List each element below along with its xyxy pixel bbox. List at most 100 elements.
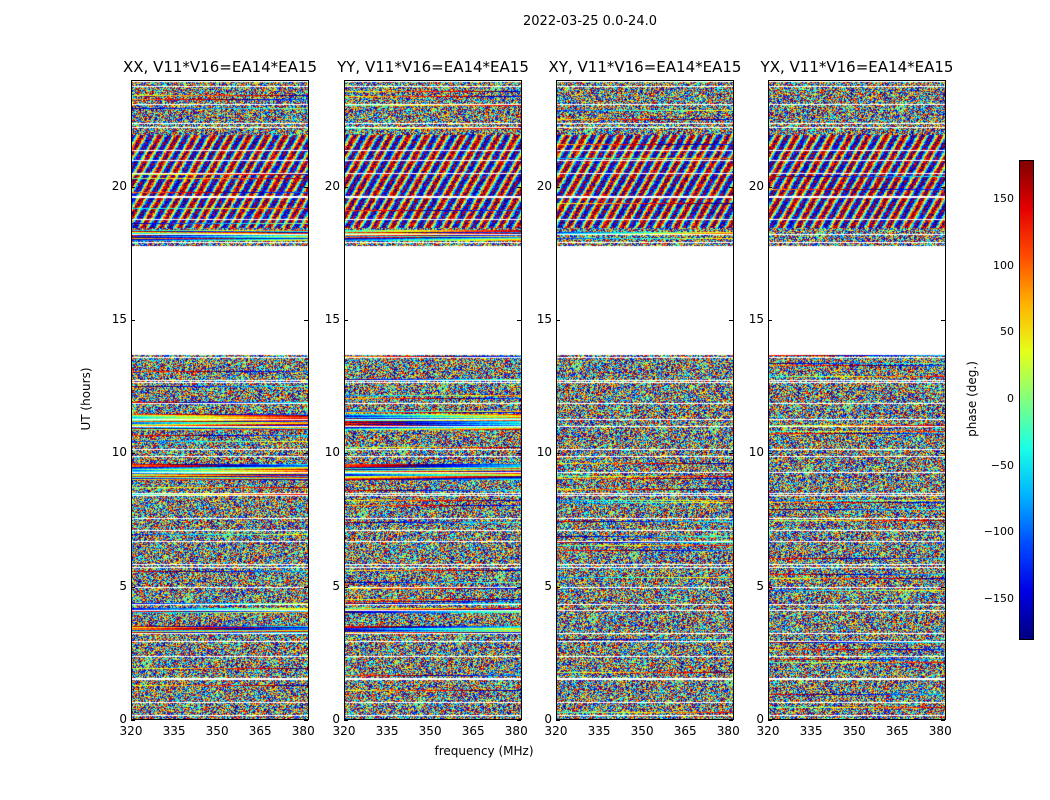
xtick-label: 335 <box>162 724 186 738</box>
ytick-mark <box>729 186 733 188</box>
ytick-mark <box>941 320 945 321</box>
ytick-label: 5 <box>544 578 552 593</box>
ytick-mark <box>517 320 521 321</box>
xtick-label: 350 <box>205 724 229 738</box>
xtick-label: 380 <box>928 724 952 738</box>
figure-title: 2022-03-25 0.0-24.0 <box>523 14 657 29</box>
ytick-mark <box>729 453 733 455</box>
heatmap-yy <box>345 81 521 719</box>
ytick-label: 10 <box>748 445 764 460</box>
panel-xx <box>131 80 309 720</box>
xtick-label: 320 <box>332 724 356 738</box>
xtick-label: 320 <box>756 724 780 738</box>
xtick-label: 350 <box>842 724 866 738</box>
xtick-label: 380 <box>291 724 315 738</box>
ytick-label: 5 <box>332 578 340 593</box>
ytick-mark <box>941 453 945 455</box>
colorbar-tick-label: 150 <box>993 192 1014 205</box>
ytick-label: 5 <box>119 578 127 593</box>
ytick-mark <box>941 720 945 721</box>
xtick-label: 365 <box>673 724 697 738</box>
ytick-mark <box>729 720 733 721</box>
ytick-mark <box>517 586 521 588</box>
ytick-label: 10 <box>536 445 552 460</box>
xtick-label: 335 <box>587 724 611 738</box>
xtick-label: 335 <box>799 724 823 738</box>
ytick-mark <box>304 186 308 188</box>
ytick-mark <box>344 586 348 588</box>
ytick-mark <box>344 720 348 721</box>
ytick-label: 15 <box>111 312 127 326</box>
xtick-label: 350 <box>418 724 442 738</box>
ytick-label: 15 <box>748 312 764 326</box>
panel-title-yx: YX, V11*V16=EA14*EA15 <box>760 58 954 76</box>
ytick-mark <box>131 320 135 321</box>
panel-yy <box>344 80 522 720</box>
ytick-label: 15 <box>536 312 552 326</box>
ytick-mark <box>344 453 348 455</box>
ytick-mark <box>768 586 772 588</box>
xtick-label: 320 <box>544 724 568 738</box>
ytick-mark <box>304 720 308 721</box>
xtick-label: 380 <box>504 724 528 738</box>
ytick-label: 20 <box>536 178 552 193</box>
ytick-label: 15 <box>324 312 340 326</box>
xtick-label: 365 <box>885 724 909 738</box>
ytick-label: 10 <box>111 445 127 460</box>
ytick-mark <box>344 186 348 188</box>
colorbar-tick-label: −150 <box>983 592 1014 605</box>
heatmap-xx <box>132 81 308 719</box>
ytick-mark <box>729 586 733 588</box>
ytick-mark <box>941 586 945 588</box>
ytick-label: 20 <box>748 178 764 193</box>
ytick-mark <box>556 320 560 321</box>
panel-yx <box>768 80 946 720</box>
ytick-label: 0 <box>332 712 340 726</box>
ytick-label: 10 <box>324 445 340 460</box>
ytick-label: 5 <box>756 578 764 593</box>
ytick-mark <box>556 453 560 455</box>
colorbar-tick-label: 50 <box>1000 325 1014 339</box>
ytick-mark <box>131 453 135 455</box>
ytick-mark <box>304 453 308 455</box>
xtick-label: 365 <box>461 724 485 738</box>
ytick-mark <box>304 320 308 321</box>
ytick-mark <box>556 186 560 188</box>
ytick-mark <box>768 320 772 321</box>
panel-title-xx: XX, V11*V16=EA14*EA15 <box>122 58 317 76</box>
ytick-label: 0 <box>119 712 127 726</box>
colorbar <box>1019 160 1034 640</box>
xtick-label: 320 <box>119 724 143 738</box>
x-axis-label: frequency (MHz) <box>434 744 534 758</box>
ytick-mark <box>131 586 135 588</box>
panel-title-xy: XY, V11*V16=EA14*EA15 <box>548 58 742 76</box>
ytick-mark <box>304 586 308 588</box>
ytick-label: 20 <box>111 178 127 193</box>
ytick-mark <box>344 320 348 321</box>
ytick-mark <box>729 320 733 321</box>
ytick-mark <box>131 186 135 188</box>
ytick-mark <box>768 186 772 188</box>
ytick-mark <box>517 186 521 188</box>
ytick-label: 20 <box>324 178 340 193</box>
ytick-mark <box>768 453 772 455</box>
ytick-label: 0 <box>756 712 764 726</box>
colorbar-tick-label: 100 <box>993 258 1014 272</box>
panel-xy <box>556 80 734 720</box>
xtick-label: 335 <box>375 724 399 738</box>
xtick-label: 365 <box>248 724 272 738</box>
ytick-mark <box>517 720 521 721</box>
colorbar-tick-label: −100 <box>983 525 1014 539</box>
xtick-label: 380 <box>716 724 740 738</box>
colorbar-label: phase (deg.) <box>965 361 979 437</box>
ytick-mark <box>131 720 135 721</box>
heatmap-yx <box>769 81 945 719</box>
panel-title-yy: YY, V11*V16=EA14*EA15 <box>337 58 529 76</box>
colorbar-tick-label: −50 <box>990 458 1014 472</box>
ytick-mark <box>941 186 945 188</box>
ytick-mark <box>556 586 560 588</box>
xtick-label: 350 <box>630 724 654 738</box>
colorbar-tick-label: 0 <box>1007 392 1014 405</box>
y-axis-label: UT (hours) <box>79 367 93 431</box>
ytick-mark <box>556 720 560 721</box>
